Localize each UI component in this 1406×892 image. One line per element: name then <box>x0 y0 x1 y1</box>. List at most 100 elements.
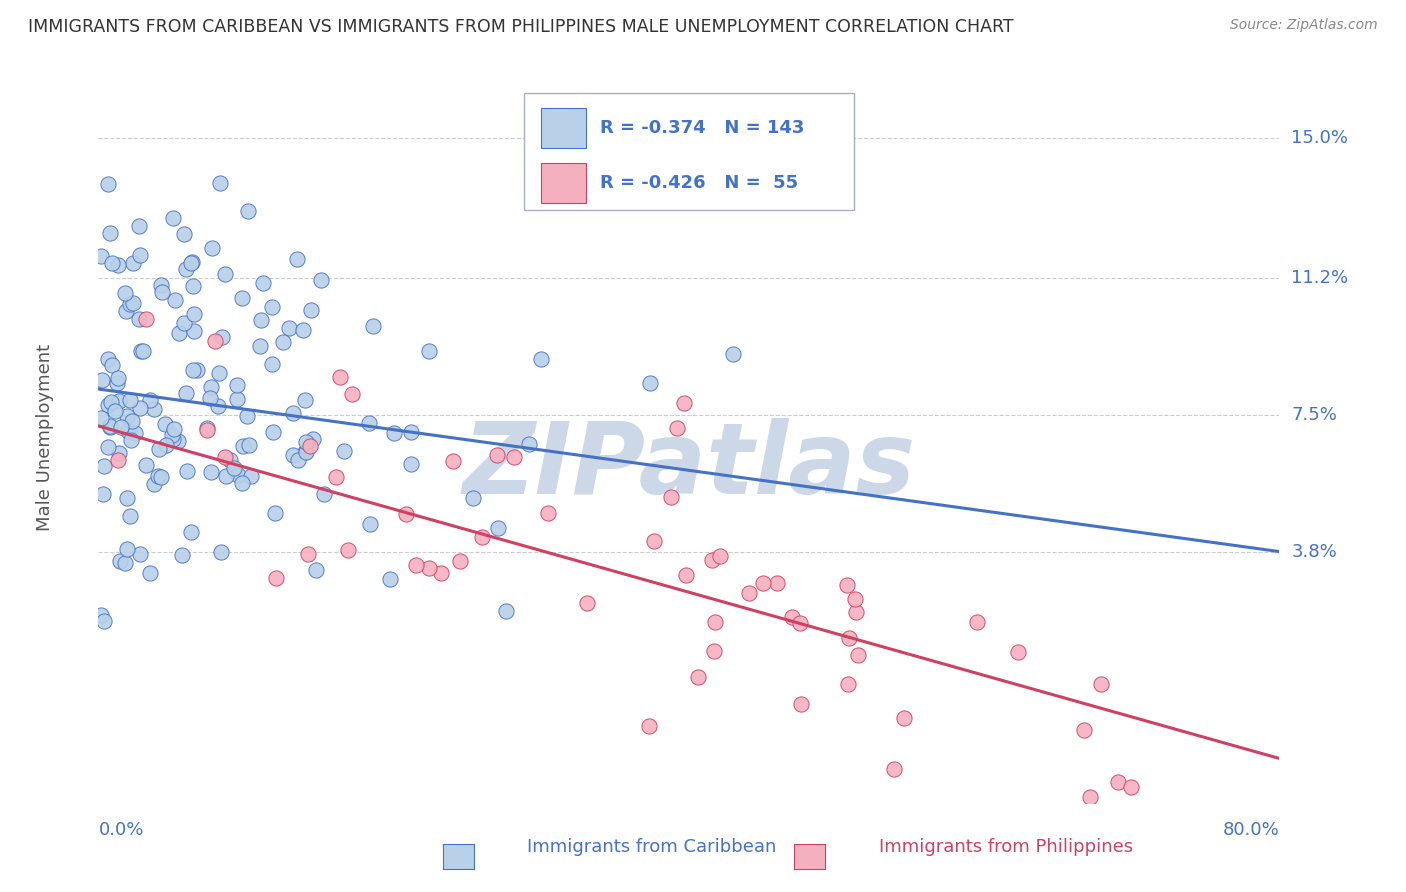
Point <box>441 454 464 468</box>
Point <box>517 437 540 451</box>
Point <box>128 219 150 233</box>
Point <box>120 297 142 311</box>
Point <box>252 276 274 290</box>
Point <box>399 425 422 439</box>
Point <box>146 469 169 483</box>
Point <box>277 321 299 335</box>
Point <box>236 409 259 423</box>
Point <box>281 406 304 420</box>
Text: Immigrants from Philippines: Immigrants from Philippines <box>879 838 1133 856</box>
Point <box>430 566 453 580</box>
Point <box>208 176 231 190</box>
Point <box>108 394 131 409</box>
Point <box>100 255 122 269</box>
Point <box>120 509 142 524</box>
Text: ZIPatlas: ZIPatlas <box>463 417 915 515</box>
Point <box>115 409 138 423</box>
Point <box>150 278 173 293</box>
Point <box>139 566 162 581</box>
Point <box>333 443 356 458</box>
Point <box>966 615 988 629</box>
Point <box>264 571 287 585</box>
Point <box>181 279 204 293</box>
Point <box>149 470 172 484</box>
Text: Immigrants from Caribbean: Immigrants from Caribbean <box>527 838 776 856</box>
Point <box>337 543 360 558</box>
Point <box>162 211 184 226</box>
Point <box>845 605 868 619</box>
Point <box>287 452 309 467</box>
Point <box>215 468 238 483</box>
Point <box>143 401 166 416</box>
Point <box>114 303 136 318</box>
Point <box>780 609 803 624</box>
Point <box>637 719 659 733</box>
Point <box>302 433 325 447</box>
Point <box>100 419 122 434</box>
Point <box>214 267 236 281</box>
Point <box>260 357 283 371</box>
FancyBboxPatch shape <box>523 94 855 211</box>
Point <box>209 545 232 559</box>
Text: Source: ZipAtlas.com: Source: ZipAtlas.com <box>1230 18 1378 32</box>
Point <box>93 614 115 628</box>
Point <box>122 295 145 310</box>
Text: R = -0.374   N = 143: R = -0.374 N = 143 <box>600 119 804 137</box>
Point <box>214 450 236 464</box>
Point <box>329 370 352 384</box>
Point <box>232 439 254 453</box>
Point <box>1007 645 1029 659</box>
Point <box>536 506 558 520</box>
Point <box>163 421 186 435</box>
Point <box>672 395 695 409</box>
Point <box>180 254 202 268</box>
Point <box>183 307 205 321</box>
Point <box>139 393 162 408</box>
Point <box>97 398 120 412</box>
Point <box>97 440 120 454</box>
Point <box>129 401 152 416</box>
Point <box>294 435 316 450</box>
Point <box>380 572 402 586</box>
Point <box>195 420 218 434</box>
Point <box>530 352 553 367</box>
Point <box>249 339 271 353</box>
Point <box>789 615 811 630</box>
Point <box>709 549 731 563</box>
Text: IMMIGRANTS FROM CARIBBEAN VS IMMIGRANTS FROM PHILIPPINES MALE UNEMPLOYMENT CORRE: IMMIGRANTS FROM CARIBBEAN VS IMMIGRANTS … <box>28 18 1014 36</box>
Point <box>294 445 316 459</box>
Point <box>114 556 136 570</box>
Point <box>359 517 381 532</box>
Point <box>107 258 129 272</box>
Point <box>752 576 775 591</box>
Point <box>197 423 219 437</box>
Point <box>225 377 247 392</box>
Text: 11.2%: 11.2% <box>1291 269 1348 287</box>
Point <box>176 261 198 276</box>
Point <box>239 469 262 483</box>
Point <box>148 442 170 456</box>
Point <box>162 428 184 442</box>
Point <box>115 541 138 556</box>
Point <box>90 249 112 263</box>
Point <box>155 438 177 452</box>
Point <box>163 293 186 308</box>
Point <box>271 334 294 349</box>
Point <box>236 203 259 218</box>
Point <box>204 334 226 348</box>
Point <box>90 607 112 622</box>
Point <box>666 421 689 435</box>
Point <box>186 363 208 377</box>
Point <box>418 561 440 575</box>
Point <box>576 596 599 610</box>
Point <box>238 438 260 452</box>
Point <box>295 445 318 459</box>
Point <box>173 316 195 330</box>
Point <box>893 711 915 725</box>
Point <box>135 311 157 326</box>
Point <box>104 403 127 417</box>
Point <box>357 416 380 430</box>
Point <box>93 458 115 473</box>
Point <box>207 400 229 414</box>
Point <box>249 313 271 327</box>
